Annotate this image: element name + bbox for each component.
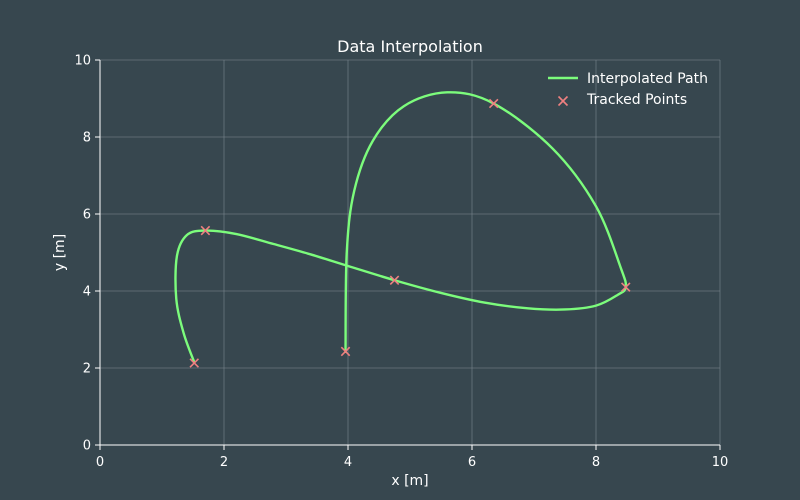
x-tick-label: 6 — [468, 455, 476, 470]
x-tick-label: 2 — [220, 455, 228, 470]
tracked-point-stroke — [389, 275, 400, 285]
tracked-point-stroke — [488, 98, 499, 109]
y-tick-label: 0 — [83, 439, 91, 454]
y-tick-label: 10 — [74, 54, 91, 69]
y-tick-label: 2 — [83, 362, 91, 377]
legend-label-path: Interpolated Path — [587, 71, 708, 87]
tracked-point-marker — [488, 98, 499, 109]
x-tick-label: 4 — [344, 455, 352, 470]
grid — [100, 59, 721, 445]
tracked-point-stroke — [620, 282, 631, 292]
y-tick-label: 4 — [83, 285, 91, 300]
legend: Interpolated Path Tracked Points — [548, 71, 708, 108]
axes — [99, 60, 720, 446]
x-axis-label: x [m] — [391, 473, 428, 489]
tracked-point-stroke — [189, 358, 200, 368]
ticks: 0 2 4 6 8 10 0 2 4 6 8 10 — [74, 54, 728, 471]
tracked-point-stroke — [200, 225, 211, 236]
tracked-point-marker — [340, 346, 351, 357]
tracked-point-stroke — [340, 346, 351, 357]
tracked-point-marker — [620, 282, 631, 292]
x-tick-label: 10 — [712, 455, 729, 470]
interpolated-path-line — [174, 91, 628, 364]
tracked-point-marker — [389, 275, 400, 285]
x-tick-label: 0 — [96, 455, 104, 470]
tracked-point-marker — [200, 225, 211, 236]
y-tick-label: 8 — [83, 131, 91, 146]
y-tick-label: 6 — [83, 208, 91, 223]
legend-marker-swatch — [557, 95, 569, 107]
chart-title: Data Interpolation — [337, 37, 483, 56]
tracked-point-marker — [189, 358, 200, 368]
y-axis-label: y [m] — [52, 234, 68, 271]
legend-label-points: Tracked Points — [586, 92, 687, 108]
x-tick-label: 8 — [592, 455, 600, 470]
plot-series — [174, 91, 631, 368]
